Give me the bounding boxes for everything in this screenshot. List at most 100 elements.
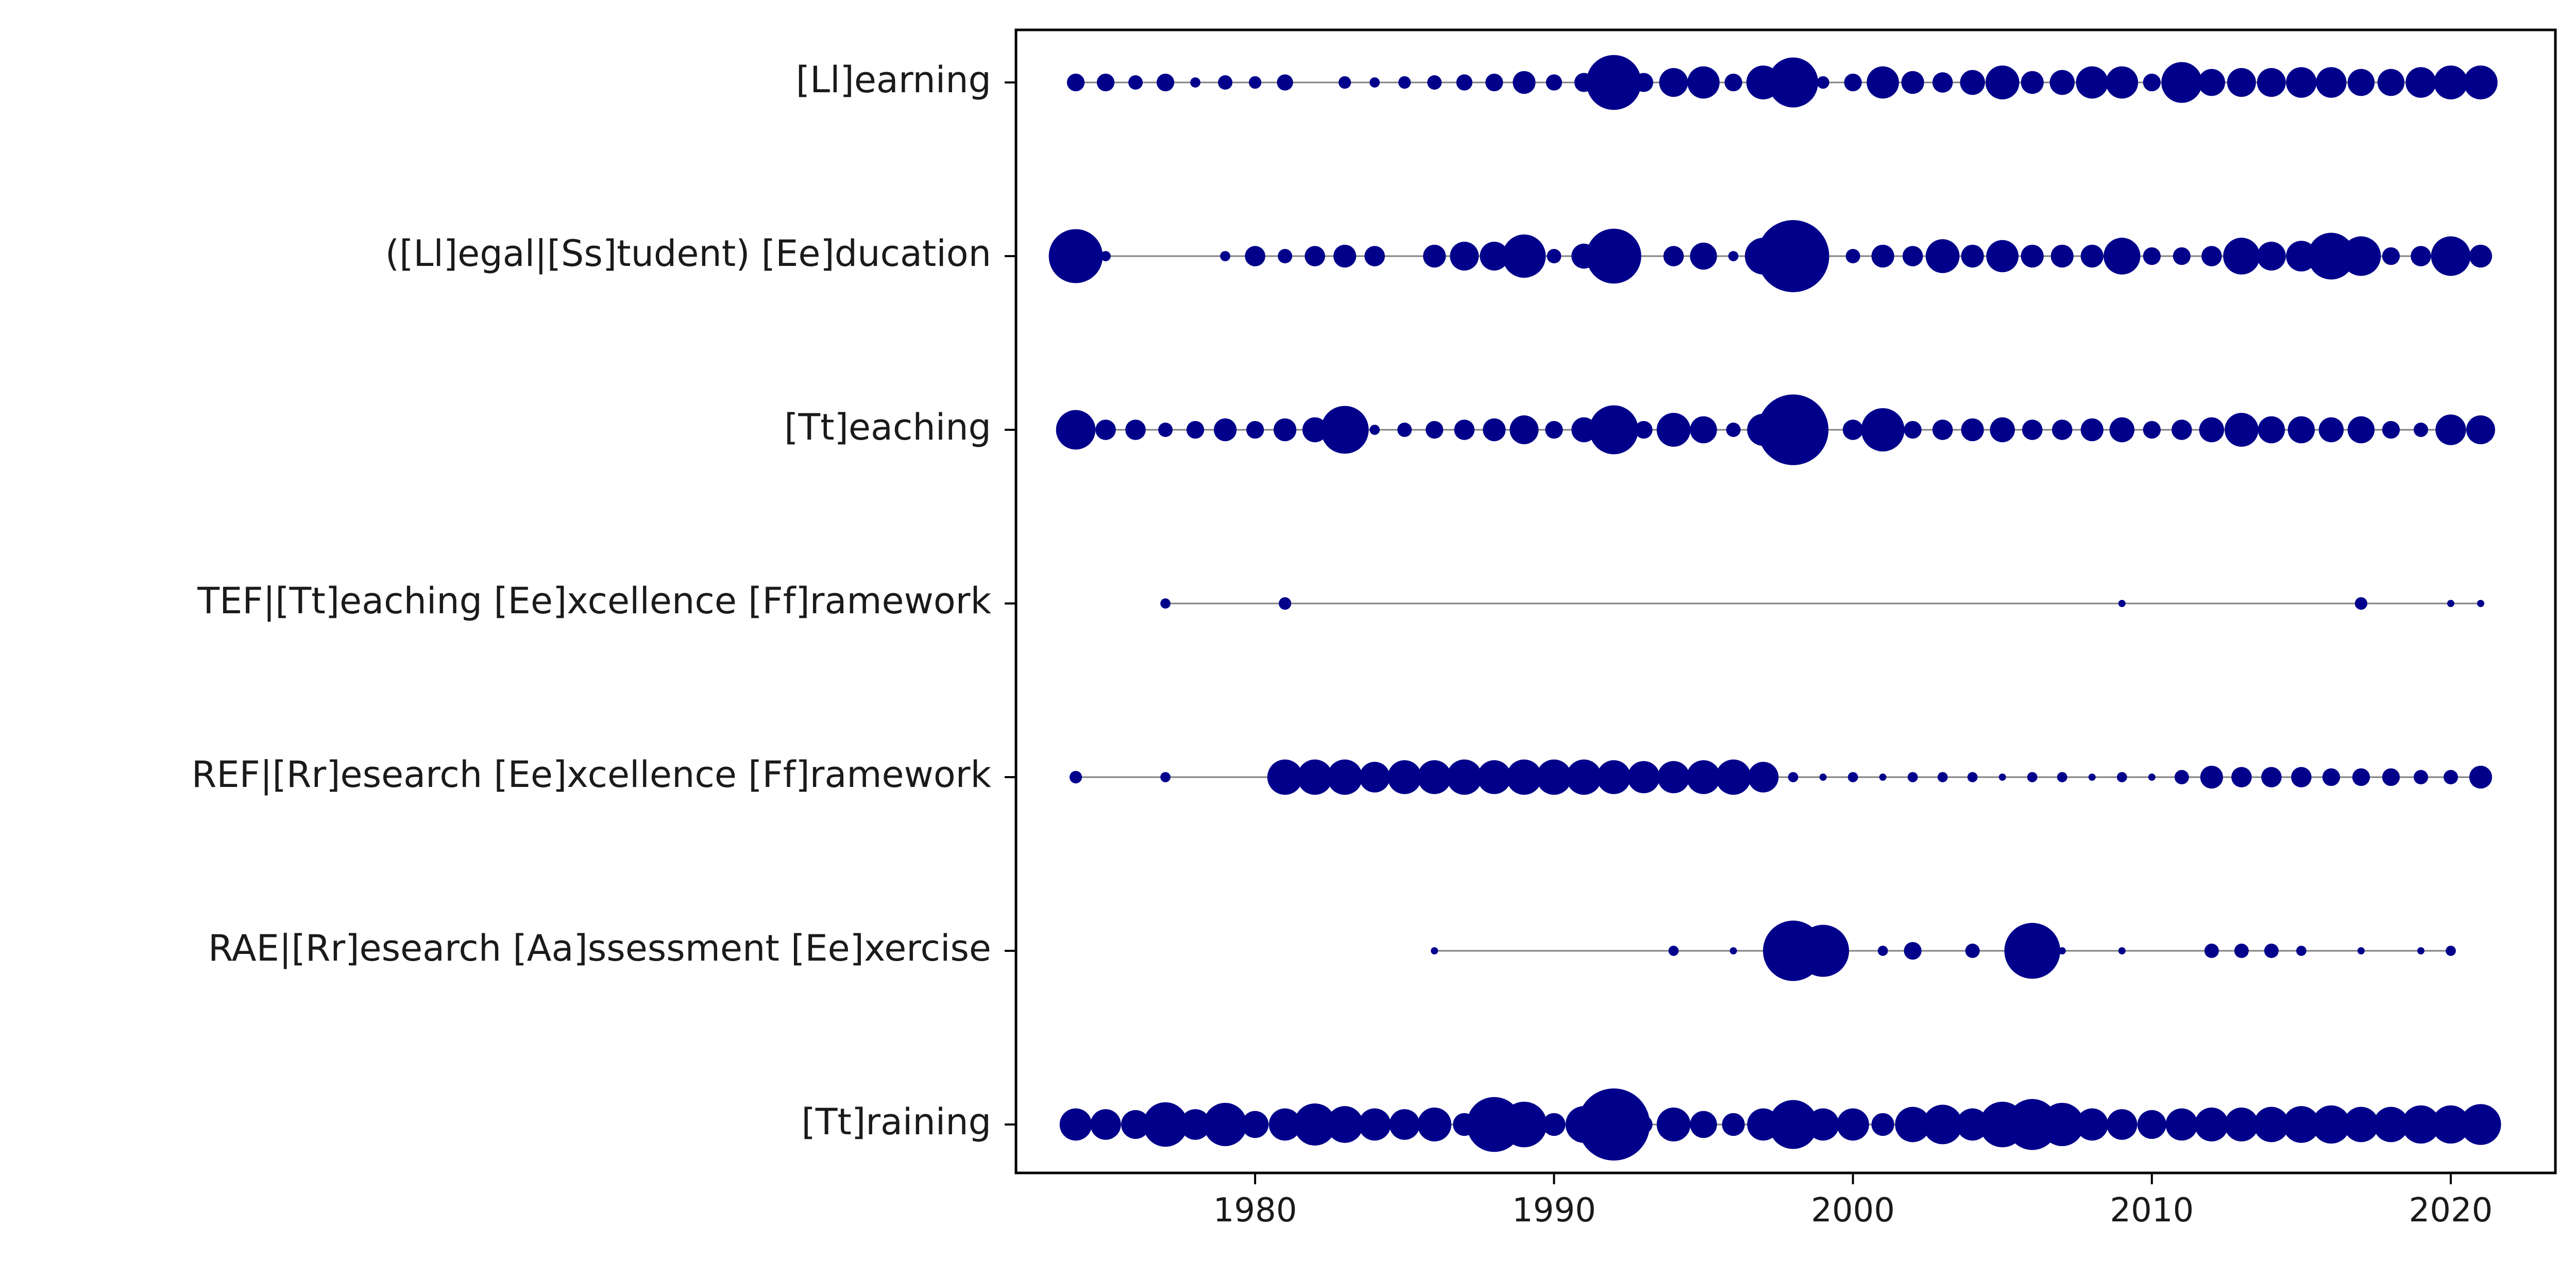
data-point (1757, 394, 1829, 465)
data-point (2107, 1109, 2138, 1140)
data-point (1586, 228, 1641, 284)
data-point (2161, 62, 2202, 103)
data-point (2435, 414, 2466, 445)
data-point (1768, 57, 1819, 108)
data-point (1722, 1113, 1745, 1136)
data-point (2143, 247, 2161, 265)
data-point (1848, 772, 1858, 782)
data-point (1578, 1088, 1650, 1161)
data-point (1450, 242, 1479, 271)
data-point (1597, 760, 1631, 794)
xtick-label: 1990 (1512, 1191, 1596, 1230)
data-point (2173, 247, 2191, 265)
data-point (1359, 762, 1390, 793)
ytick-label: [Tt]eaching (784, 406, 991, 448)
data-point (1686, 760, 1721, 794)
data-point (1546, 74, 1563, 91)
data-point (1937, 772, 1948, 782)
data-point (1326, 1106, 1363, 1143)
data-point (2253, 1106, 2290, 1143)
data-point (1204, 1103, 1247, 1146)
data-point (1121, 1110, 1150, 1139)
data-point (2199, 417, 2225, 443)
data-point (1249, 76, 1262, 89)
data-point (1659, 68, 1688, 97)
data-point (1817, 76, 1829, 89)
data-point (1398, 76, 1411, 89)
data-point (2347, 69, 2375, 96)
xtick-label: 2010 (2110, 1191, 2194, 1230)
data-point (2413, 423, 2428, 437)
ytick-label: ([Ll]egal|[Ss]tudent) [Ee]ducation (385, 232, 991, 275)
data-point (1628, 761, 1660, 794)
data-point (2347, 416, 2375, 444)
data-point (1845, 249, 1860, 263)
data-point (1480, 242, 1509, 271)
data-point (2287, 416, 2315, 444)
data-point (1125, 419, 1146, 440)
data-point (2257, 68, 2286, 97)
data-point (1387, 760, 1422, 794)
data-point (2477, 600, 2484, 607)
data-point (2058, 947, 2066, 954)
data-point (1417, 1107, 1452, 1141)
data-point (1277, 74, 1293, 91)
ytick-label: [Ll]earning (796, 59, 991, 101)
data-point (2257, 242, 2286, 271)
data-point (1902, 246, 1923, 266)
data-point (1059, 1108, 1092, 1141)
data-point (1543, 1113, 1566, 1136)
data-point (1389, 1109, 1420, 1140)
data-point (1687, 66, 1720, 99)
data-point (1566, 759, 1602, 795)
data-point (1397, 423, 1412, 437)
data-point (1797, 925, 1850, 977)
data-point (2021, 244, 2044, 268)
data-point (1423, 244, 1446, 268)
xtick-label: 2020 (2409, 1191, 2493, 1230)
data-point (1427, 75, 1442, 90)
data-point (1066, 73, 1085, 92)
ytick-label: REF|[Rr]esearch [Ee]xcellence [Ff]ramewo… (192, 753, 992, 796)
data-point (2283, 1106, 2320, 1143)
data-point (1837, 1108, 1869, 1141)
data-point (2286, 241, 2317, 272)
data-point (2446, 946, 2456, 956)
data-point (2137, 1110, 2166, 1139)
data-point (1925, 239, 1960, 273)
data-point (1160, 772, 1171, 782)
data-point (1454, 419, 1475, 440)
data-point (2382, 768, 2400, 786)
data-point (2204, 944, 2219, 958)
data-point (1218, 75, 1233, 90)
data-point (1338, 76, 1351, 89)
data-point (1304, 246, 1325, 266)
data-point (2354, 597, 2367, 610)
data-point (2431, 236, 2471, 276)
data-point (1294, 1103, 1336, 1146)
data-point (1297, 759, 1333, 795)
data-point (1090, 1109, 1121, 1140)
data-point (1431, 947, 1438, 954)
data-point (1904, 942, 1922, 960)
data-point (1143, 1102, 1188, 1147)
ytick-label: [Tt]raining (801, 1101, 991, 1143)
data-point (2261, 767, 2282, 787)
data-point (2352, 768, 2370, 786)
data-point (2088, 774, 2096, 781)
data-point (2443, 770, 2458, 784)
data-point (1871, 244, 1894, 268)
data-point (2316, 67, 2347, 98)
data-point (1456, 74, 1472, 91)
data-point (2027, 772, 2038, 782)
data-point (2322, 768, 2341, 786)
data-point (1844, 73, 1862, 92)
data-point (1547, 249, 1562, 263)
axes-frame (1014, 28, 2557, 1174)
data-point (2050, 244, 2074, 268)
data-point (2148, 774, 2156, 781)
data-point (2431, 1105, 2470, 1144)
data-point (2022, 419, 2043, 440)
data-point (1246, 421, 1264, 439)
